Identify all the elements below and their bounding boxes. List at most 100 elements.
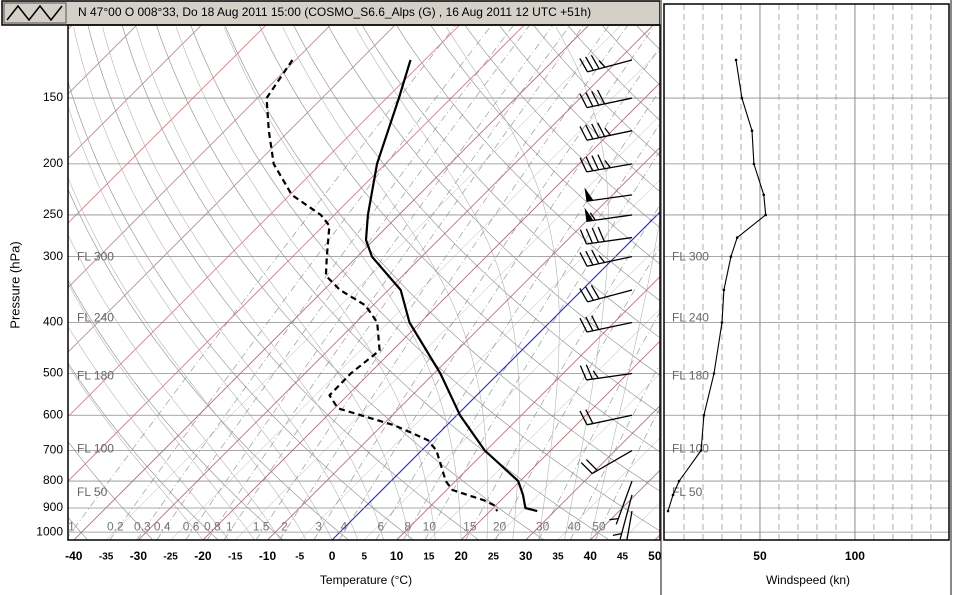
y-tick-label: 600 [43, 407, 63, 421]
windspeed-point [735, 236, 739, 239]
isotherm-bg [68, 25, 396, 353]
isotherm [557, 437, 660, 540]
dry-adiabat [68, 362, 219, 540]
x-tick-label: -35 [99, 552, 114, 563]
x-tick-label: 30 [519, 549, 533, 563]
dry-adiabat [396, 25, 660, 302]
wind-frame [663, 3, 950, 541]
barb-staff [586, 194, 633, 202]
dry-adiabat [498, 25, 660, 193]
barb-staff [586, 414, 633, 426]
dry-adiabat [68, 279, 284, 540]
flight-level-label: FL 180 [77, 368, 114, 382]
dry-adiabat [327, 25, 660, 376]
y-tick-label: 400 [43, 315, 63, 329]
mixing-ratio-label: 50 [592, 519, 606, 533]
barb-feather [597, 122, 606, 137]
barb-staff [619, 494, 633, 540]
isotherm [493, 373, 660, 540]
profile-line [265, 59, 499, 512]
mixing-ratio-label: 6 [377, 519, 384, 533]
wind-barb [580, 449, 633, 475]
barb-feather [609, 518, 619, 521]
x-axis-label: Temperature (°C) [320, 573, 412, 587]
mixing-ratio-label: 40 [567, 519, 581, 533]
title-bar [1, 0, 661, 26]
windspeed-point [702, 413, 706, 417]
windspeed-line [667, 59, 767, 512]
mixing-ratio-label: 0.8 [204, 519, 221, 533]
mixing-ratio-label: 10 [423, 519, 437, 533]
mixing-ratio-label: 1 [68, 519, 75, 533]
moist-adiabat [176, 27, 436, 540]
isotherm [105, 25, 622, 540]
barb-staff [586, 214, 633, 222]
barb-feather [579, 229, 588, 245]
barb-feather [604, 127, 611, 136]
wind-barb [579, 89, 633, 109]
x-tick-label: 50 [648, 549, 662, 563]
barb-feather [585, 228, 593, 244]
windspeed-point [729, 255, 733, 258]
dry-adiabat [121, 25, 545, 540]
barb-feather [580, 462, 593, 474]
dry-adiabat [68, 440, 154, 540]
windspeed-point [750, 129, 754, 132]
barb-feather [590, 284, 600, 300]
moist-adiabat [68, 234, 281, 540]
mixing-ratio-line [424, 150, 660, 540]
mixing-ratio-line [495, 245, 660, 540]
barb-feather [590, 54, 600, 70]
wind-barb [579, 364, 633, 381]
isotherm [525, 405, 660, 540]
flight-level-label: FL 300 [672, 250, 709, 264]
x-tick-label: 35 [552, 552, 564, 563]
windspeed-point [666, 509, 670, 513]
barb-pennant [584, 187, 594, 202]
windspeed-point [764, 213, 767, 217]
isotherm-bg [68, 25, 267, 224]
skewt-plot: 1 0.2 0.3 0.4 0.6 0.8 1 1.5 2 3 4 6 8 10 15 20 30 40 50 FL … [68, 25, 660, 540]
isotherm [202, 82, 660, 540]
dry-adiabat [258, 25, 660, 453]
moist-adiabat [102, 27, 384, 540]
wind-barb [584, 207, 633, 222]
barb-staff [586, 163, 633, 173]
barb-feather [585, 156, 594, 172]
barb-feather [579, 126, 588, 141]
mixing-ratio-label: 0.3 [134, 519, 151, 533]
wind-barb [579, 315, 633, 333]
x-tick-label: -5 [295, 552, 304, 563]
isotherm [364, 243, 660, 540]
axes: -40 -35 -30 -25 -20 -15 -10 -5 0 5 10 15 20 25 30 35 40 4… [36, 3, 950, 563]
mixing-ratio-line [68, 25, 457, 538]
dry-adiabat [533, 25, 660, 157]
y-tick-label: 1000 [36, 524, 63, 538]
isotherm [235, 114, 660, 540]
x-tick-label: 20 [454, 549, 468, 563]
x-tick-label: 0 [329, 549, 336, 563]
dry-adiabat [224, 25, 660, 492]
moist-adiabat [282, 26, 489, 540]
moist-adiabat [68, 364, 204, 540]
moist-adiabat [68, 176, 307, 540]
mixing-ratio-line [313, 25, 656, 540]
dry-adiabat [190, 25, 660, 532]
wind-barb [612, 494, 633, 540]
moist-adiabat [590, 216, 660, 540]
barb-feather [579, 58, 589, 73]
y-tick-label: 150 [43, 90, 63, 104]
profile-line [364, 59, 538, 513]
y-tick-label: 700 [43, 443, 63, 457]
wind-barb [609, 480, 633, 525]
mixing-ratio-label: 0.2 [107, 519, 124, 533]
flight-level-label: FL 180 [672, 368, 709, 382]
wind-barb [579, 54, 633, 73]
barb-feather [585, 56, 594, 71]
wind-barb [579, 154, 633, 173]
barb-feather [579, 288, 589, 303]
mixing-ratio-line [223, 25, 585, 540]
isotherm-bg [68, 25, 460, 418]
